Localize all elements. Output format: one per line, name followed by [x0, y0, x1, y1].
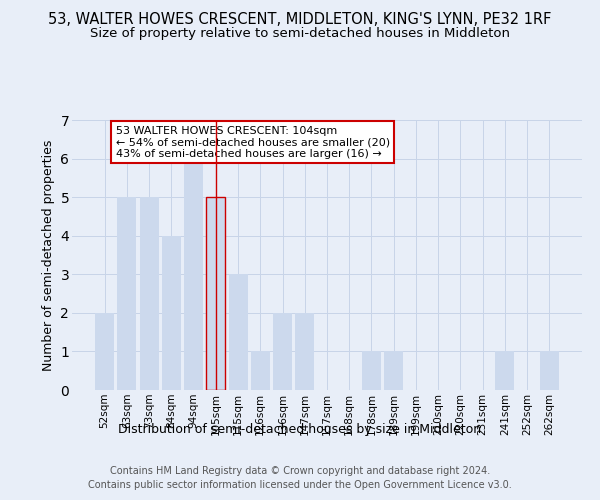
Y-axis label: Number of semi-detached properties: Number of semi-detached properties	[42, 140, 55, 370]
Bar	[251, 352, 270, 390]
Bar	[540, 352, 559, 390]
Text: Contains HM Land Registry data © Crown copyright and database right 2024.
Contai: Contains HM Land Registry data © Crown c…	[88, 466, 512, 490]
Text: Distribution of semi-detached houses by size in Middleton: Distribution of semi-detached houses by …	[118, 422, 482, 436]
Text: Size of property relative to semi-detached houses in Middleton: Size of property relative to semi-detach…	[90, 28, 510, 40]
Bar	[273, 313, 292, 390]
Bar	[496, 352, 514, 390]
Bar	[206, 197, 225, 390]
Text: 53 WALTER HOWES CRESCENT: 104sqm
← 54% of semi-detached houses are smaller (20)
: 53 WALTER HOWES CRESCENT: 104sqm ← 54% o…	[116, 126, 390, 159]
Bar	[362, 352, 381, 390]
Bar	[95, 313, 114, 390]
Bar	[162, 236, 181, 390]
Text: 53, WALTER HOWES CRESCENT, MIDDLETON, KING'S LYNN, PE32 1RF: 53, WALTER HOWES CRESCENT, MIDDLETON, KI…	[49, 12, 551, 28]
Bar	[295, 313, 314, 390]
Bar	[229, 274, 248, 390]
Bar	[184, 158, 203, 390]
Bar	[384, 352, 403, 390]
Bar	[140, 197, 158, 390]
Bar	[118, 197, 136, 390]
